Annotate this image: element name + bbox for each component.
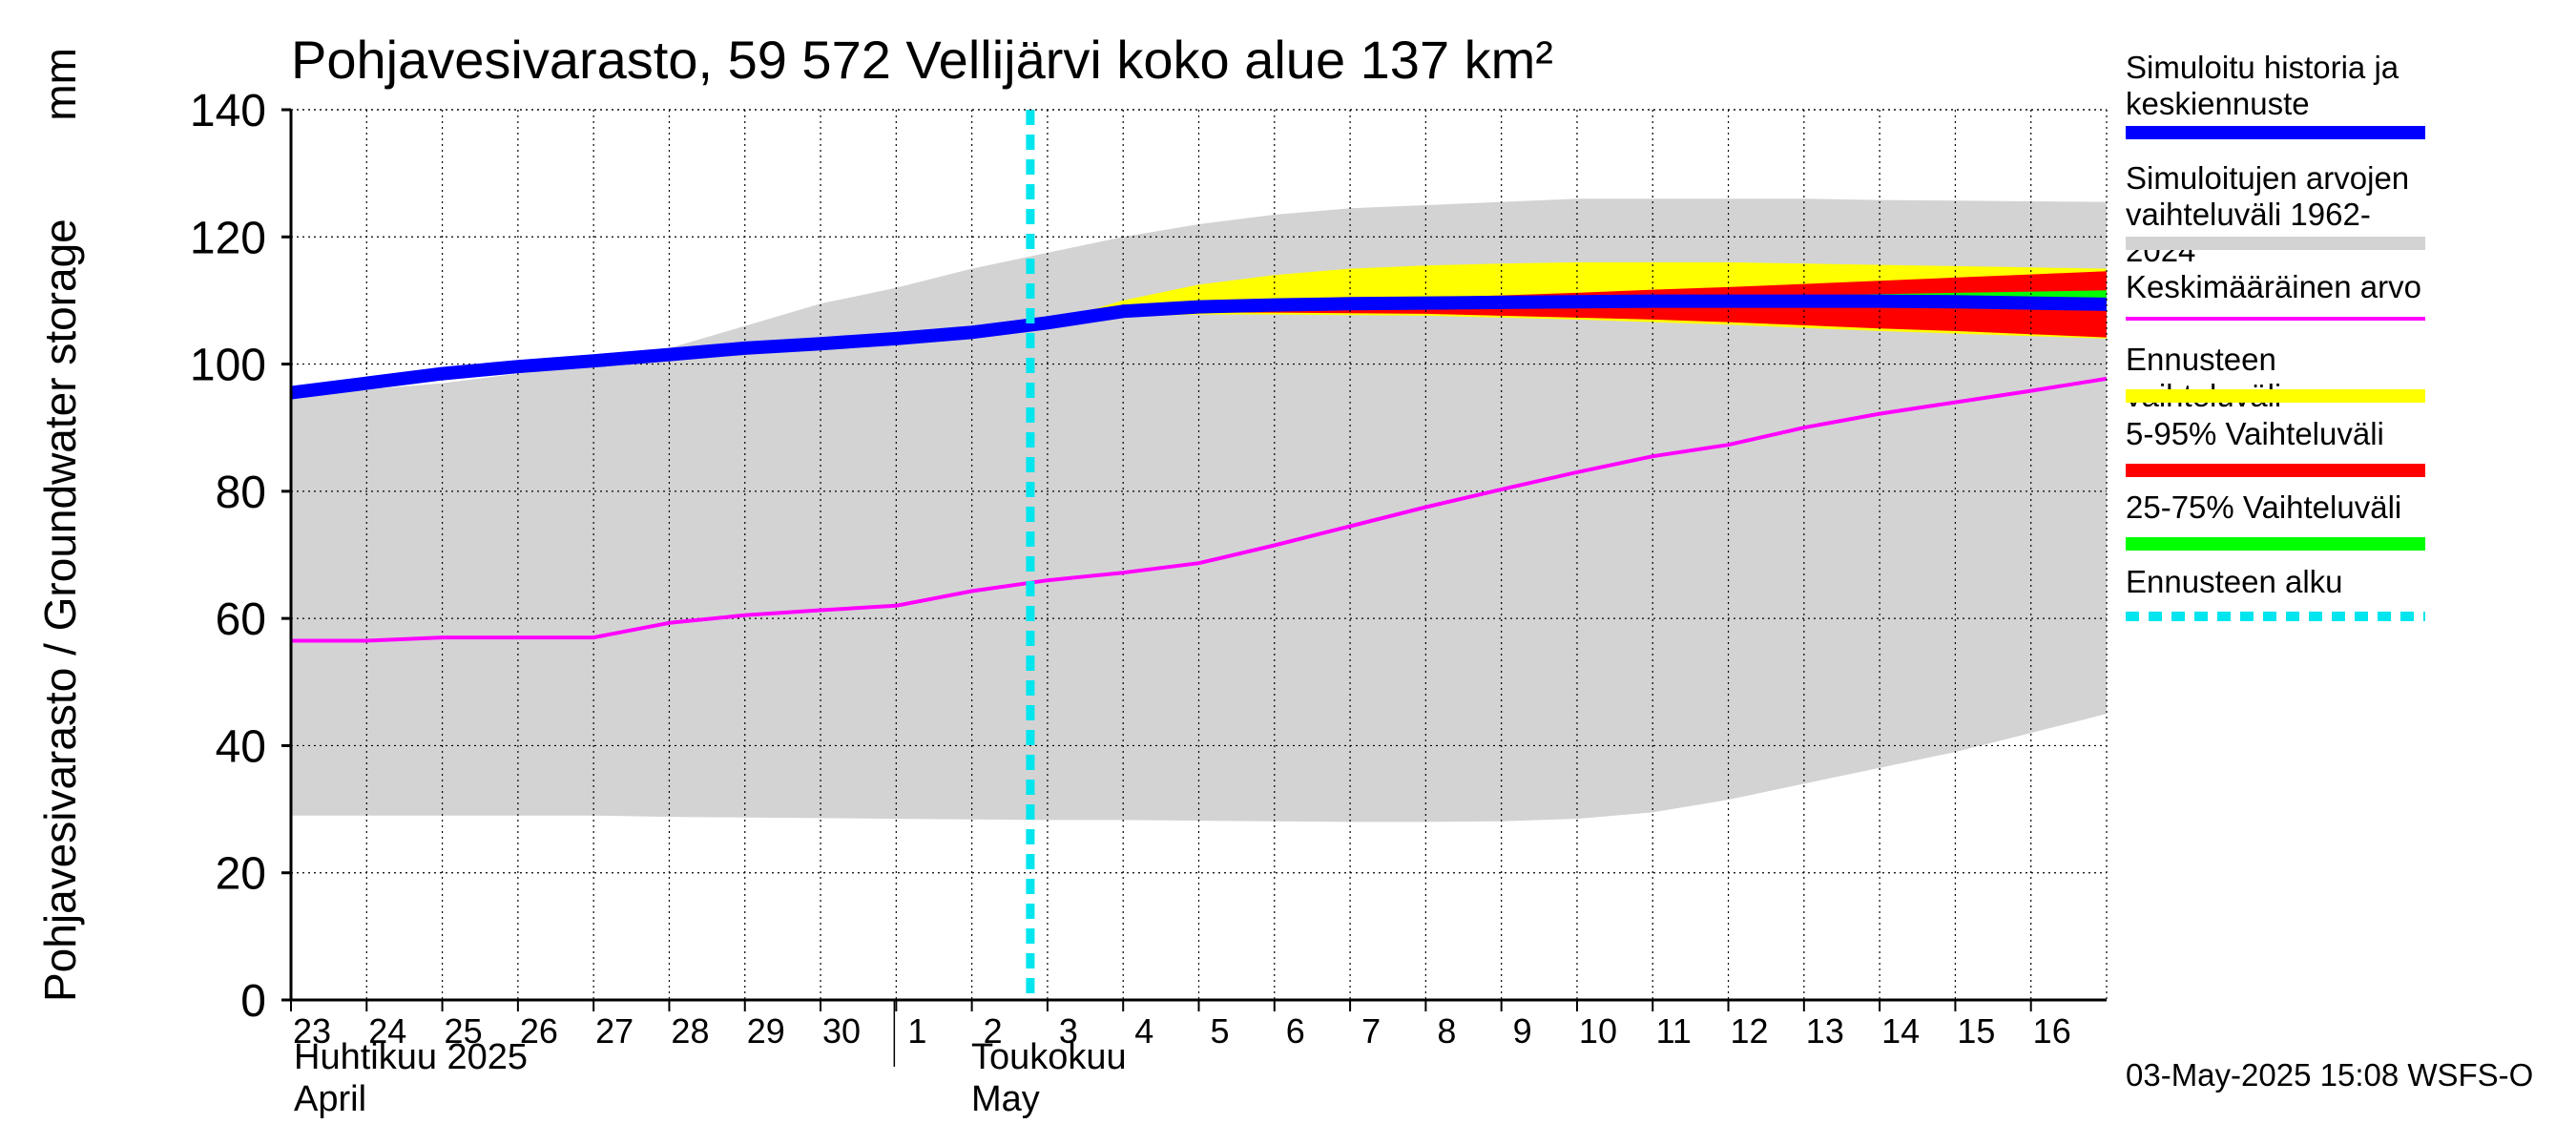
y-tick-label: 60 xyxy=(216,594,266,645)
x-tick-label: 2 xyxy=(984,1011,1003,1051)
x-tick-label: 29 xyxy=(747,1011,785,1051)
x-tick-label: 6 xyxy=(1286,1011,1305,1051)
legend-item-25-75: 25-75% Vaihteluväli xyxy=(2126,489,2431,551)
legend-swatch-magenta xyxy=(2126,317,2425,321)
x-tick-label: 5 xyxy=(1210,1011,1229,1051)
x-tick-label: 9 xyxy=(1513,1011,1532,1051)
x-tick-label: 8 xyxy=(1437,1011,1456,1051)
y-axis-label: Pohjavesivarasto / Groundwater storage m… xyxy=(34,48,92,1002)
chart-title: Pohjavesivarasto, 59 572 Vellijärvi koko… xyxy=(291,30,1553,90)
legend-swatch-blue xyxy=(2126,126,2425,139)
month-may-fi: Toukokuu xyxy=(971,1037,1127,1077)
x-tick-label: 24 xyxy=(368,1011,406,1051)
month-may-en: May xyxy=(971,1079,1040,1119)
legend-label: Simuloitu historia ja keskiennuste xyxy=(2126,50,2399,121)
x-tick-label: 27 xyxy=(595,1011,634,1051)
y-tick-label: 120 xyxy=(190,213,266,263)
legend-swatch-green xyxy=(2126,537,2425,551)
month-label-april: Huhtikuu 2025 April xyxy=(294,1036,528,1120)
x-tick-label: 7 xyxy=(1361,1011,1381,1051)
y-tick-label: 80 xyxy=(216,468,266,518)
legend-swatch-cyan-dashed xyxy=(2126,612,2425,621)
y-axis-unit: mm xyxy=(35,48,85,121)
x-tick-label: 15 xyxy=(1957,1011,1995,1051)
timestamp: 03-May-2025 15:08 WSFS-O xyxy=(2126,1057,2534,1093)
legend-label: Simuloitujen arvojen vaihteluväli 1962-2… xyxy=(2126,160,2410,268)
legend-swatch-yellow xyxy=(2126,389,2425,403)
x-tick-label: 1 xyxy=(907,1011,926,1051)
legend-label: Keskimääräinen arvo xyxy=(2126,269,2421,304)
month-april-fi: Huhtikuu 2025 xyxy=(294,1037,529,1077)
x-tick-label: 4 xyxy=(1134,1011,1153,1051)
legend-item-5-95: 5-95% Vaihteluväli xyxy=(2126,416,2431,477)
month-april-en: April xyxy=(294,1079,367,1119)
x-tick-label: 30 xyxy=(822,1011,861,1051)
x-tick-label: 10 xyxy=(1579,1011,1617,1051)
x-tick-label: 25 xyxy=(445,1011,483,1051)
x-tick-label: 28 xyxy=(671,1011,709,1051)
x-tick-label: 11 xyxy=(1656,1011,1692,1051)
x-tick-label: 14 xyxy=(1881,1011,1920,1051)
x-tick-label: 16 xyxy=(2033,1011,2071,1051)
legend-item-mean: Keskimääräinen arvo xyxy=(2126,269,2431,321)
x-tick-label: 23 xyxy=(293,1011,331,1051)
x-tick-label: 3 xyxy=(1059,1011,1078,1051)
legend-label: Ennusteen vaihteluväli xyxy=(2126,342,2281,413)
y-axis-title: Pohjavesivarasto / Groundwater storage xyxy=(35,219,85,1002)
legend-item-forecast-range: Ennusteen vaihteluväli xyxy=(2126,342,2431,414)
series-simuloitu-historia-ja-keskiennuste xyxy=(290,294,2108,400)
legend-label: Ennusteen alku xyxy=(2126,564,2343,599)
legend-item-history: Simuloitu historia ja keskiennuste xyxy=(2126,50,2431,139)
y-tick-label: 100 xyxy=(190,341,266,391)
x-tick-label: 26 xyxy=(520,1011,558,1051)
legend-label: 25-75% Vaihteluväli xyxy=(2126,489,2402,525)
x-tick-label: 13 xyxy=(1806,1011,1844,1051)
y-tick-label: 40 xyxy=(216,721,266,772)
chart-lines xyxy=(290,110,2108,1000)
y-tick-label: 0 xyxy=(240,976,266,1027)
legend-swatch-red xyxy=(2126,464,2425,477)
x-tick-label: 12 xyxy=(1731,1011,1769,1051)
legend-item-range: Simuloitujen arvojen vaihteluväli 1962-2… xyxy=(2126,160,2431,269)
y-tick-label: 140 xyxy=(190,86,266,136)
series-keskim-r-inen-arvo xyxy=(291,376,2108,643)
y-tick-label: 20 xyxy=(216,849,266,900)
legend-item-forecast-start: Ennusteen alku xyxy=(2126,564,2431,621)
month-label-may: Toukokuu May xyxy=(971,1036,1127,1120)
legend-swatch-gray xyxy=(2126,237,2425,250)
legend-label: 5-95% Vaihteluväli xyxy=(2126,416,2384,451)
